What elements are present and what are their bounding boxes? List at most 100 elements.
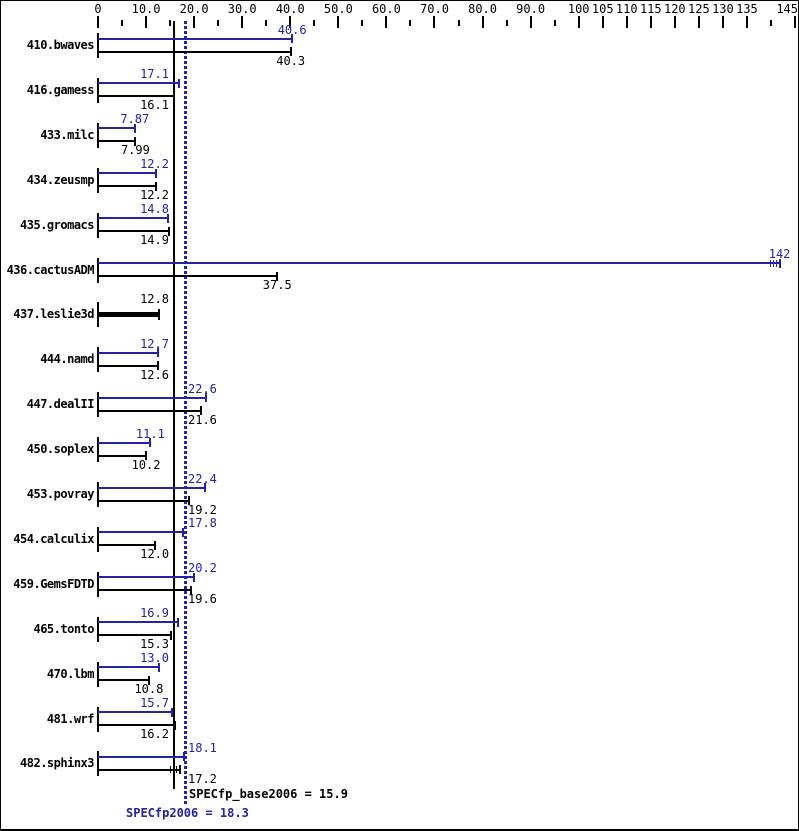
base-bar-465.tonto (98, 634, 172, 637)
axis-tick-40.0 (289, 16, 292, 28)
group-axis-bracket (97, 257, 99, 283)
group-axis-bracket (97, 167, 99, 193)
benchmark-label-433.milc: 433.milc (40, 127, 94, 142)
axis-tick-145 (794, 16, 796, 28)
axis-minor-tick (505, 20, 508, 26)
axis-tick-label-80.0: 80.0 (468, 2, 497, 16)
group-axis-bracket (97, 526, 99, 552)
peak-bar-cap-459.GemsFDTD (193, 572, 196, 582)
peak-bar-cap-434.zeusmp (154, 168, 157, 178)
group-axis-bracket (97, 482, 99, 507)
base-bar-cap-454.calculix (153, 540, 156, 550)
base-value-447.dealII: 21.6 (188, 412, 217, 427)
peak-value-450.soplex: 11.1 (135, 426, 165, 441)
group-axis-bracket (97, 437, 99, 463)
base-bar-cap-481.wrf (173, 720, 176, 730)
axis-minor-tick (121, 20, 124, 26)
group-axis-bracket (97, 706, 99, 732)
axis-minor-tick (313, 20, 316, 26)
peak-run-marks-436.cactusADM (772, 259, 774, 267)
axis-minor-tick (409, 20, 412, 26)
peak-value-454.calculix: 17.8 (188, 516, 217, 531)
benchmark-label-481.wrf: 481.wrf (46, 711, 95, 726)
axis-tick-120 (673, 16, 676, 28)
peak-bar-cap-453.povray (203, 483, 206, 492)
axis-tick-label-100: 100 (567, 2, 590, 16)
base-mean-label: SPECfp_base2006 = 15.9 (189, 787, 348, 801)
base-bar-cap-435.gromacs (167, 226, 170, 236)
peak-bar-cap-436.cactusADM (778, 258, 781, 268)
peak-value-444.namd: 12.7 (140, 336, 169, 351)
axis-tick-label-50.0: 50.0 (323, 2, 353, 16)
group-axis-bracket (97, 571, 99, 597)
peak-bar-cap-410.bwaves (291, 34, 294, 43)
peak-value-482.sphinx3: 18.1 (188, 740, 217, 755)
base-bar-434.zeusmp (98, 185, 157, 188)
axis-tick-label-105: 105 (591, 2, 614, 16)
benchmark-label-436.cactusADM: 436.cactusADM (6, 262, 95, 277)
peak-bar-482.sphinx3 (98, 755, 185, 758)
axis-tick-70.0 (433, 16, 436, 28)
peak-bar-cap-433.milc (133, 123, 136, 133)
axis-minor-tick (265, 20, 268, 26)
base-bar-481.wrf (98, 724, 176, 726)
axis-tick-label-135: 135 (736, 2, 758, 16)
base-bar-444.namd (98, 364, 159, 367)
peak-bar-cap-454.calculix (181, 527, 184, 537)
peak-bar-450.soplex (98, 441, 152, 444)
base-bar-410.bwaves (98, 50, 292, 53)
peak-bar-cap-435.gromacs (167, 213, 170, 223)
axis-minor-tick (457, 20, 460, 26)
base-bar-cap-437.leslie3d (157, 308, 160, 320)
axis-tick-50.0 (337, 16, 340, 28)
axis-tick-0 (97, 16, 99, 28)
axis-tick-110 (625, 16, 628, 28)
axis-tick-100 (577, 16, 580, 28)
base-bar-454.calculix (98, 544, 156, 547)
benchmark-label-435.gromacs: 435.gromacs (20, 217, 94, 232)
axis-tick-125 (697, 16, 700, 28)
group-axis-bracket (97, 33, 99, 58)
peak-bar-cap-482.sphinx3 (183, 752, 185, 762)
base-value-459.GemsFDTD: 19.6 (188, 592, 217, 607)
peak-value-470.lbm: 13.0 (140, 651, 169, 666)
benchmark-label-434.zeusmp: 434.zeusmp (26, 172, 95, 187)
peak-bar-433.milc (98, 127, 136, 130)
base-value-416.gamess: 16.1 (140, 98, 169, 113)
axis-minor-tick (217, 20, 220, 26)
axis-tick-30.0 (241, 16, 244, 28)
group-axis-bracket (97, 616, 99, 642)
axis-minor-tick (769, 20, 772, 26)
benchmark-label-465.tonto: 465.tonto (33, 621, 94, 636)
peak-bar-481.wrf (98, 711, 174, 713)
benchmark-label-447.dealII: 447.dealII (26, 397, 95, 412)
benchmark-label-450.soplex: 450.soplex (26, 442, 95, 457)
peak-value-435.gromacs: 14.8 (140, 202, 169, 217)
axis-tick-20.0 (193, 16, 196, 28)
axis-minor-tick (553, 20, 556, 26)
base-bar-482.sphinx3 (98, 768, 181, 771)
peak-bar-454.calculix (98, 531, 184, 534)
benchmark-label-416.gamess: 416.gamess (26, 82, 95, 97)
axis-tick-label-20.0: 20.0 (179, 2, 209, 16)
group-axis-bracket (97, 77, 99, 103)
peak-bar-444.namd (98, 351, 160, 354)
base-value-436.cactusADM: 37.5 (262, 278, 292, 292)
peak-bar-416.gamess (98, 82, 181, 85)
base-bar-cap-465.tonto (169, 630, 172, 640)
axis-tick-label-0: 0 (94, 2, 102, 16)
base-bar-cap-470.lbm (147, 675, 150, 685)
group-axis-bracket (97, 751, 99, 777)
axis-tick-60.0 (385, 16, 388, 28)
benchmark-label-454.calculix: 454.calculix (13, 531, 94, 546)
base-value-481.wrf: 16.2 (140, 727, 169, 741)
base-value-454.calculix: 12.0 (140, 547, 170, 562)
axis-tick-105 (601, 16, 604, 28)
peak-mean-line (184, 21, 188, 806)
base-value-437.leslie3d: 12.8 (140, 291, 169, 306)
axis-tick-label-70.0: 70.0 (420, 2, 449, 16)
peak-value-416.gamess: 17.1 (140, 67, 169, 82)
peak-bar-cap-444.namd (157, 348, 160, 358)
base-bar-470.lbm (98, 679, 150, 682)
base-bar-416.gamess (98, 95, 176, 98)
